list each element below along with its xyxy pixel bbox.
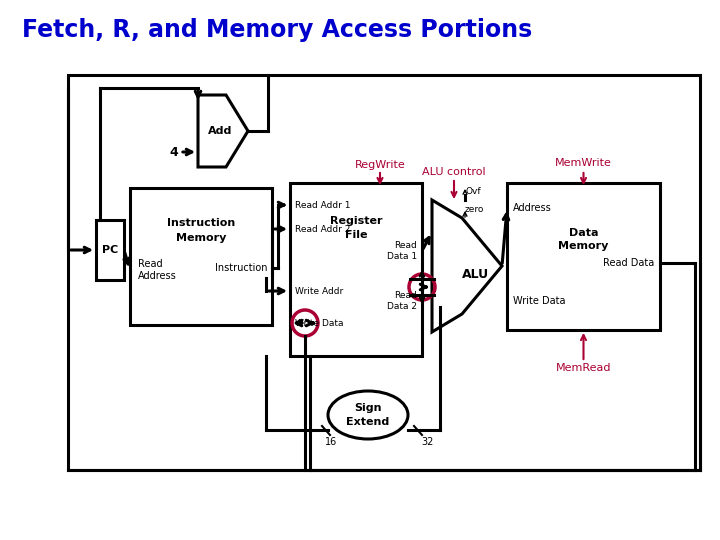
Text: Read
Data 1: Read Data 1 bbox=[387, 241, 417, 261]
Text: Address: Address bbox=[513, 203, 552, 213]
Text: Read Addr 2: Read Addr 2 bbox=[295, 225, 351, 233]
Text: Add: Add bbox=[208, 126, 232, 136]
Bar bbox=[130, 188, 272, 325]
Text: Read
Data 2: Read Data 2 bbox=[387, 291, 417, 310]
Bar bbox=[507, 183, 660, 330]
Text: 4: 4 bbox=[169, 145, 178, 159]
Text: ALU: ALU bbox=[462, 267, 489, 280]
Text: Data: Data bbox=[569, 228, 598, 238]
Text: Memory: Memory bbox=[558, 241, 608, 251]
Text: Fetch, R, and Memory Access Portions: Fetch, R, and Memory Access Portions bbox=[22, 18, 532, 42]
Text: zero: zero bbox=[465, 206, 485, 214]
Text: ALU control: ALU control bbox=[422, 167, 486, 177]
Text: Extend: Extend bbox=[346, 417, 390, 427]
Text: MemRead: MemRead bbox=[556, 363, 611, 373]
Text: 32: 32 bbox=[422, 437, 434, 447]
Text: Read Data: Read Data bbox=[603, 258, 654, 268]
Text: Read
Address: Read Address bbox=[138, 259, 176, 281]
Text: Instruction: Instruction bbox=[215, 263, 267, 273]
Text: Sign: Sign bbox=[354, 403, 382, 413]
Bar bbox=[68, 75, 700, 470]
Text: Register: Register bbox=[330, 216, 382, 226]
Text: Write Addr: Write Addr bbox=[295, 287, 343, 295]
Text: Memory: Memory bbox=[176, 233, 226, 243]
Text: Write Data: Write Data bbox=[295, 319, 343, 327]
Text: Ovf: Ovf bbox=[465, 187, 481, 197]
Text: File: File bbox=[345, 230, 367, 240]
Bar bbox=[290, 183, 422, 356]
Text: Read Addr 1: Read Addr 1 bbox=[295, 200, 351, 210]
Text: MemWrite: MemWrite bbox=[555, 158, 612, 168]
Text: Write Data: Write Data bbox=[513, 296, 565, 306]
Text: RegWrite: RegWrite bbox=[355, 160, 405, 170]
Text: Instruction: Instruction bbox=[167, 218, 235, 228]
Text: PC: PC bbox=[102, 245, 118, 255]
Text: 16: 16 bbox=[325, 437, 337, 447]
Bar bbox=[96, 220, 124, 280]
